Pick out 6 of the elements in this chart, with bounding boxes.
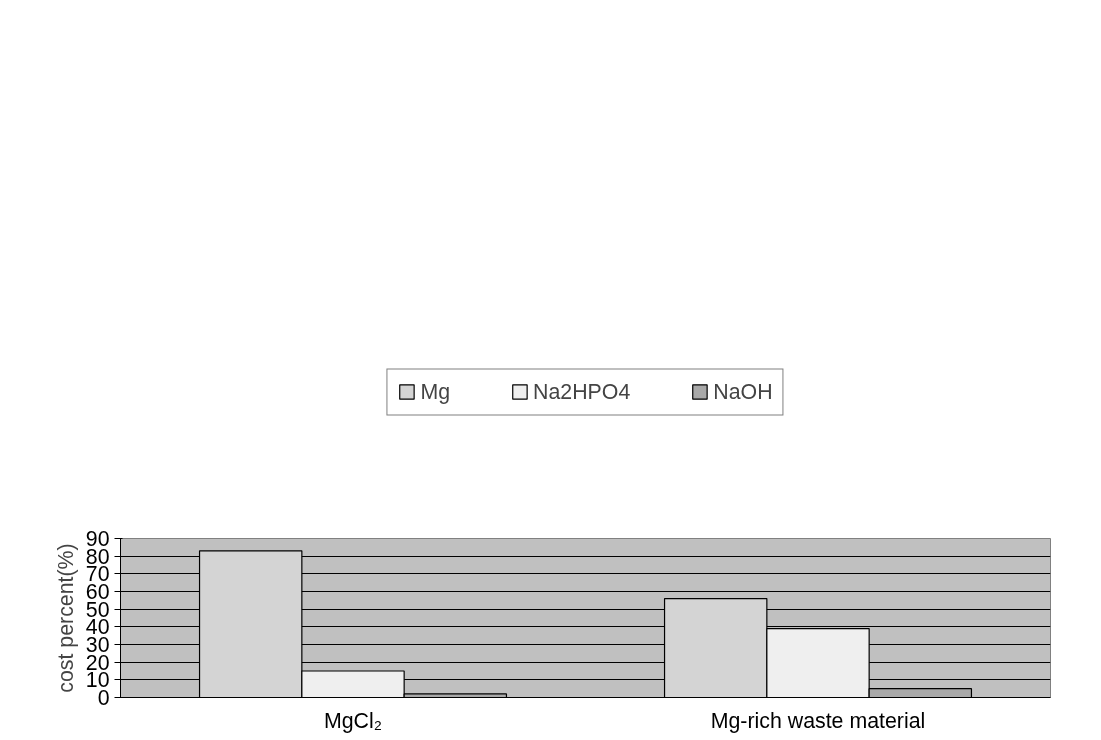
legend-label: NaOH [713,379,773,405]
x-tick-label: MgCl₂ [323,708,383,733]
legend-label: Na2HPO4 [533,379,631,405]
x-tick-label: Mg-rich waste material [710,708,926,733]
legend-label: Mg [420,379,451,405]
y-axis-title: cost percent(%) [53,543,78,693]
